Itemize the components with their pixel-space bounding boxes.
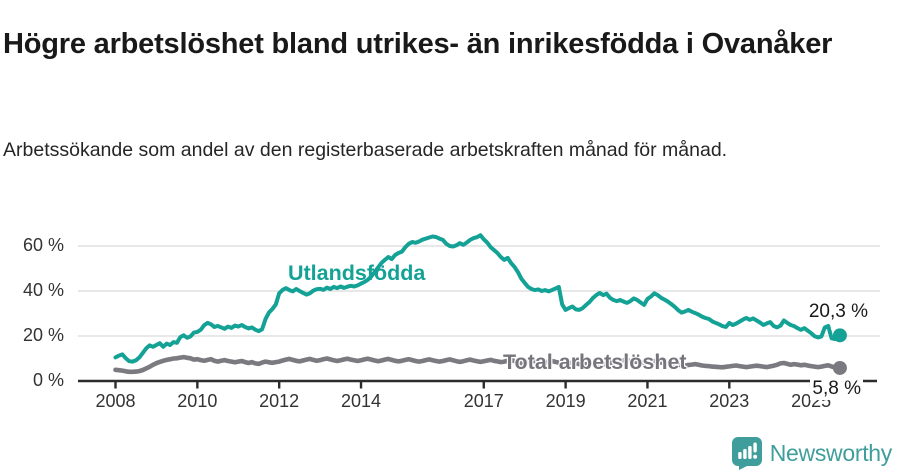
newsworthy-logo: Newsworthy <box>731 436 892 470</box>
y-tick-label: 60 % <box>22 235 64 255</box>
series-label-utlandsfodda: Utlandsfödda <box>288 261 426 285</box>
total-line <box>113 354 841 375</box>
utlandsfodda-line <box>113 233 841 364</box>
x-tick-label: 2023 <box>709 391 750 411</box>
chart-subtitle: Arbetssökande som andel av den registerb… <box>3 138 728 161</box>
chart-title: Högre arbetslöshet bland utrikes- än inr… <box>3 28 833 61</box>
utlandsfodda-end-dot <box>832 328 847 343</box>
y-tick-label: 0 % <box>32 370 64 390</box>
end-value-utlandsfodda: 20,3 % <box>808 301 868 322</box>
end-value-total: 5,8 % <box>810 378 863 400</box>
x-tick-label: 2017 <box>463 391 504 411</box>
newsworthy-logo-icon <box>731 437 762 470</box>
x-tick-label: 2014 <box>340 391 382 411</box>
y-tick-label: 20 % <box>22 325 64 345</box>
x-tick-label: 2012 <box>259 391 300 411</box>
x-tick-label: 2021 <box>627 391 668 411</box>
y-tick-label: 40 % <box>22 280 64 300</box>
x-tick-label: 2019 <box>545 391 586 411</box>
total-end-dot <box>832 360 847 375</box>
x-tick-label: 2010 <box>177 391 218 411</box>
x-tick-label: 2008 <box>95 391 136 411</box>
series-label-total: Total arbetslöshet <box>503 350 687 374</box>
newsworthy-logo-text: Newsworthy <box>769 439 893 466</box>
